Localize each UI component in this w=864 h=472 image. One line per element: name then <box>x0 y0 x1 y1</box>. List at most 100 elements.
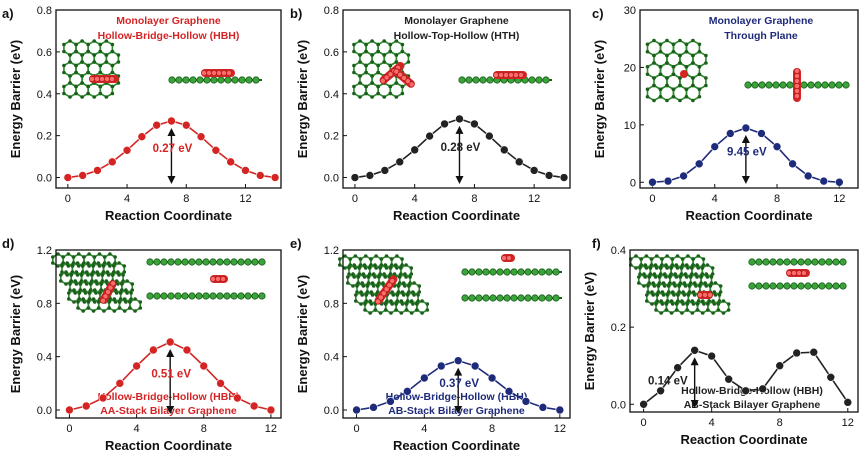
y-tick-label: 0.6 <box>324 47 339 59</box>
data-point <box>216 379 225 388</box>
molecule-side <box>501 254 515 262</box>
y-tick-label: 0.6 <box>37 47 52 59</box>
data-point <box>352 405 361 415</box>
molecule <box>99 280 117 304</box>
data-point <box>436 361 446 371</box>
plot-frame <box>55 249 282 419</box>
y-tick-label: 0.8 <box>37 5 52 17</box>
data-point <box>809 347 819 357</box>
x-axis-label: Reaction Coordinate <box>105 438 232 453</box>
barrier-arrow-up <box>167 127 176 136</box>
x-tick-label: 12 <box>833 193 845 205</box>
data-point <box>679 171 688 181</box>
panel-caption: AB-Stack Bilayer Graphene <box>684 399 821 411</box>
x-tick-label: 4 <box>709 417 715 429</box>
y-axis-label: Energy Barrier (eV) <box>8 275 23 394</box>
y-tick-label: 0.2 <box>324 131 339 143</box>
data-point <box>167 116 176 126</box>
panel-label: d) <box>2 236 14 251</box>
data-point <box>559 173 569 182</box>
barrier-label: 9.45 eV <box>727 146 767 158</box>
data-point <box>514 157 524 167</box>
molecule-side <box>493 71 527 79</box>
y-axis-label: Energy Barrier (eV) <box>592 40 607 159</box>
data-point <box>182 345 192 355</box>
graphene-side-view <box>168 76 262 84</box>
data-point <box>249 401 259 411</box>
y-tick-label: 0.4 <box>37 89 52 101</box>
barrier-label: 0.14 eV <box>648 376 688 388</box>
x-tick-label: 8 <box>201 423 207 435</box>
data-point <box>386 397 395 406</box>
data-point <box>115 379 125 388</box>
panel-b: 0 4 8 12 0.0 0.2 0.4 0.6 0.8 Reaction Coordinate E… <box>290 5 571 223</box>
molecule <box>697 291 713 299</box>
plot-frame <box>342 249 571 419</box>
x-axis-label: Reaction Coordinate <box>685 208 812 223</box>
data-point <box>538 403 548 412</box>
panel-f: 0 4 8 12 0.0 0.2 0.4 Reaction Coordinate Energy … <box>582 236 859 447</box>
panel-caption: Hollow-Bridge-Hollow (HBH) <box>98 391 240 403</box>
x-tick-label: 0 <box>649 193 655 205</box>
panel-label: e) <box>290 236 302 251</box>
y-tick-label: 0.2 <box>611 322 626 334</box>
barrier-label: 0.28 eV <box>441 142 481 154</box>
plot-frame <box>629 249 859 413</box>
data-point <box>196 132 206 141</box>
data-point <box>835 177 844 187</box>
data-point <box>380 166 390 175</box>
data-point <box>181 120 191 130</box>
data-point <box>741 123 751 133</box>
y-tick-label: 0.0 <box>37 173 52 185</box>
data-point <box>81 401 91 411</box>
data-point <box>504 387 514 396</box>
y-tick-label: 30 <box>624 5 636 17</box>
panel-caption: Hollow-Bridge-Hollow (HBH) <box>681 385 823 397</box>
data-point <box>365 171 375 180</box>
molecule <box>89 75 119 83</box>
panel-label: c) <box>592 6 604 21</box>
x-tick-label: 8 <box>183 193 189 205</box>
x-axis-label: Reaction Coordinate <box>393 208 520 223</box>
data-point <box>639 399 648 409</box>
barrier-arrow-down <box>741 176 750 184</box>
data-point <box>819 176 829 186</box>
panel-title: Hollow-Bridge-Hollow (HBH) <box>98 30 240 42</box>
graphene-layer-top <box>146 258 266 266</box>
data-point <box>211 146 221 155</box>
data-point <box>137 132 147 141</box>
data-point <box>499 145 509 155</box>
y-tick-label: 0.0 <box>324 173 339 185</box>
y-tick-label: 0.8 <box>324 298 339 310</box>
graphene-layer-bottom <box>146 292 266 300</box>
data-point <box>690 345 699 355</box>
data-point <box>544 171 554 180</box>
x-tick-label: 0 <box>65 193 71 205</box>
data-point <box>487 373 497 383</box>
y-tick-label: 0.4 <box>324 89 339 101</box>
molecule-side <box>786 269 810 277</box>
x-tick-label: 12 <box>842 417 854 429</box>
y-tick-label: 10 <box>624 120 636 132</box>
x-tick-label: 12 <box>265 423 277 435</box>
data-point <box>403 387 412 396</box>
x-tick-label: 4 <box>712 193 718 205</box>
molecule-side <box>793 68 801 102</box>
graphene-layer-bottom <box>461 294 562 302</box>
graphene-layer-top <box>748 258 847 266</box>
panel-label: f) <box>592 236 601 251</box>
data-point <box>648 177 657 187</box>
data-point <box>758 384 768 394</box>
data-point <box>710 142 720 151</box>
data-point <box>757 129 766 138</box>
data-point <box>98 393 108 403</box>
data-point <box>663 176 673 186</box>
barrier-label: 0.27 eV <box>153 143 193 155</box>
barrier-arrow-up <box>741 134 750 143</box>
y-tick-label: 0 <box>630 177 636 189</box>
barrier-arrow-up <box>455 125 464 134</box>
panel-title: Monolayer Graphene <box>709 15 814 27</box>
data-point <box>521 397 531 406</box>
data-point <box>485 131 494 141</box>
panel-title: Monolayer Graphene <box>116 15 221 27</box>
